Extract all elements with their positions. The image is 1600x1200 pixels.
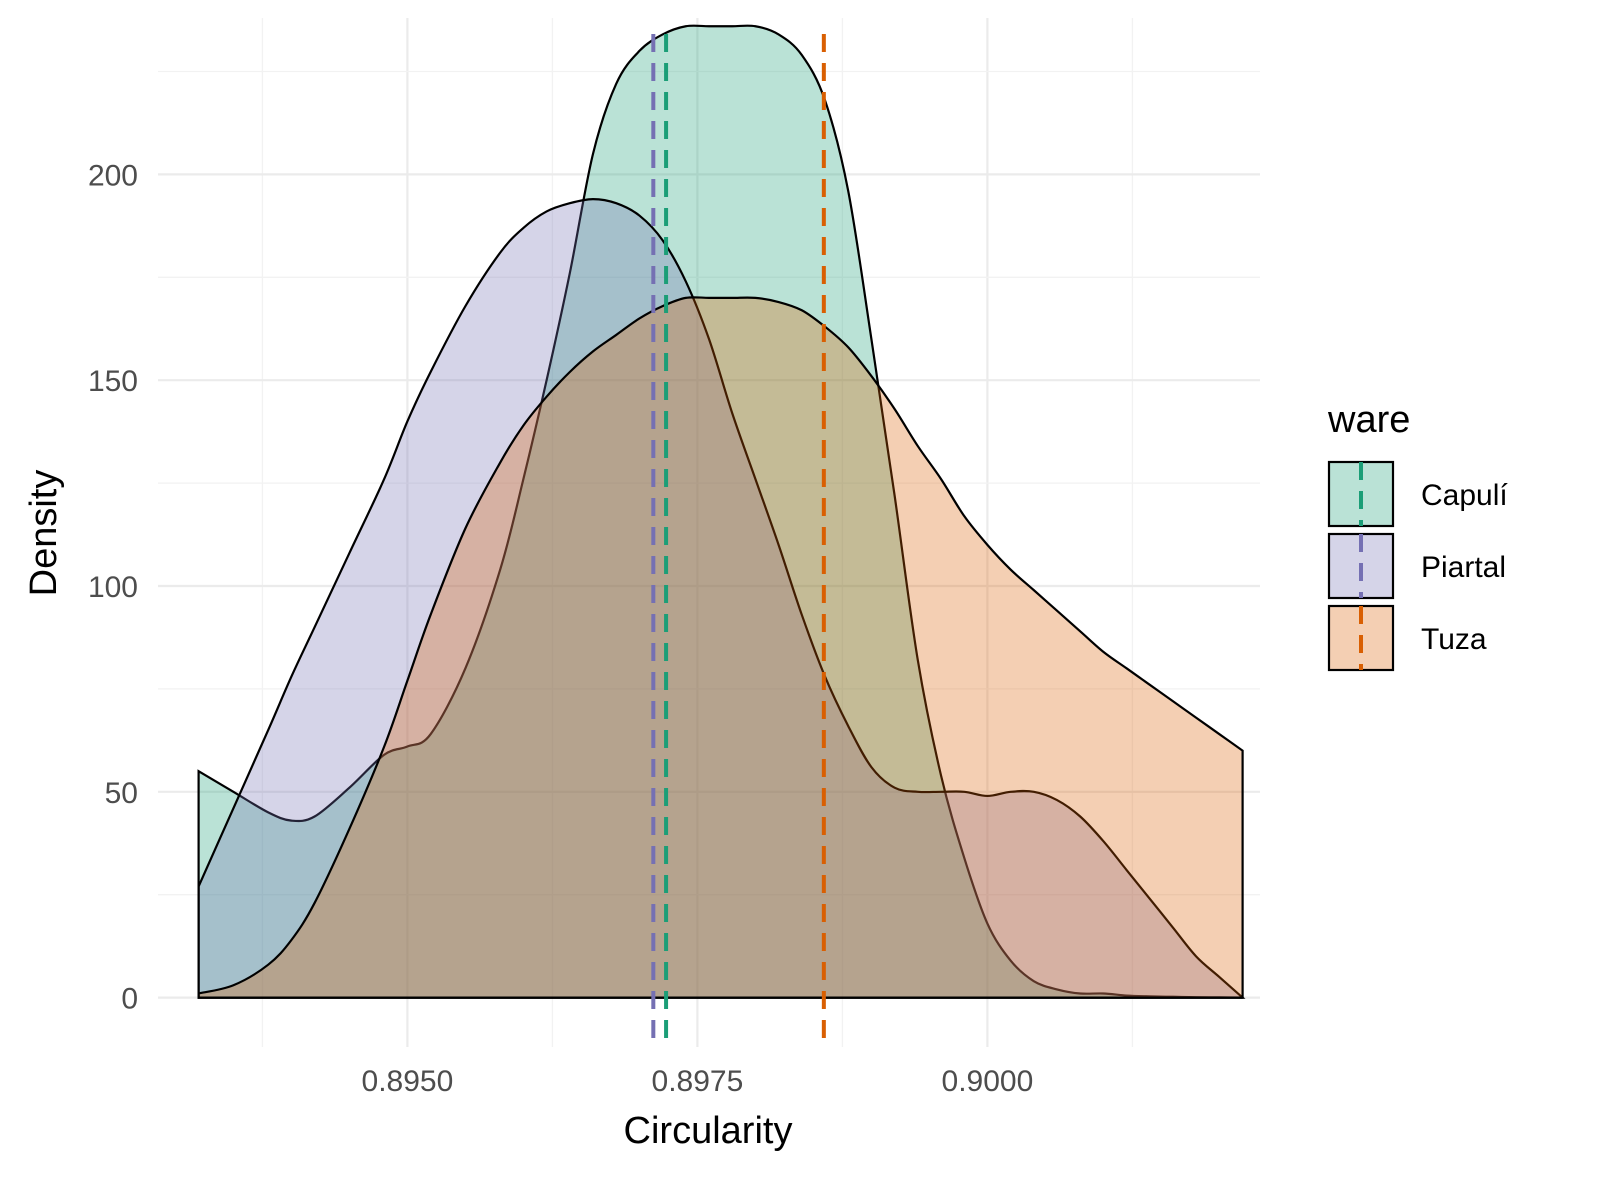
- legend-label: Piartal: [1421, 551, 1506, 584]
- x-tick-label: 0.8950: [362, 1065, 454, 1098]
- grid: [158, 18, 1260, 1047]
- legend-label: Capulí: [1421, 479, 1508, 512]
- y-tick-label: 100: [88, 571, 138, 604]
- mean-lines: [651, 34, 826, 1047]
- x-axis-title: Circularity: [624, 1110, 793, 1152]
- y-tick-label: 0: [121, 983, 138, 1016]
- y-tick-label: 50: [105, 777, 138, 810]
- legend-title: ware: [1327, 399, 1410, 441]
- y-axis-title: Density: [23, 470, 65, 597]
- legend-item: Piartal: [1327, 532, 1506, 600]
- y-tick-label: 200: [88, 159, 138, 192]
- density-areas: [197, 24, 1246, 999]
- x-tick-label: 0.9000: [942, 1065, 1034, 1098]
- density-area-0: [197, 24, 1243, 999]
- legend-keys: Capulí Piartal Tuza: [1327, 460, 1508, 672]
- y-tick-label: 150: [88, 365, 138, 398]
- legend-item: Capulí: [1327, 460, 1508, 528]
- legend-label: Tuza: [1421, 623, 1487, 656]
- legend: ware Capulí Piartal Tuza: [1327, 399, 1508, 672]
- x-axis-ticks: 0.8950 0.8975 0.9000: [362, 1065, 1034, 1098]
- density-area-2: [197, 296, 1244, 999]
- y-axis-ticks: 0 50 100 150 200: [88, 159, 138, 1015]
- x-tick-label: 0.8975: [652, 1065, 744, 1098]
- density-area-1: [197, 198, 1246, 999]
- legend-item: Tuza: [1327, 604, 1487, 672]
